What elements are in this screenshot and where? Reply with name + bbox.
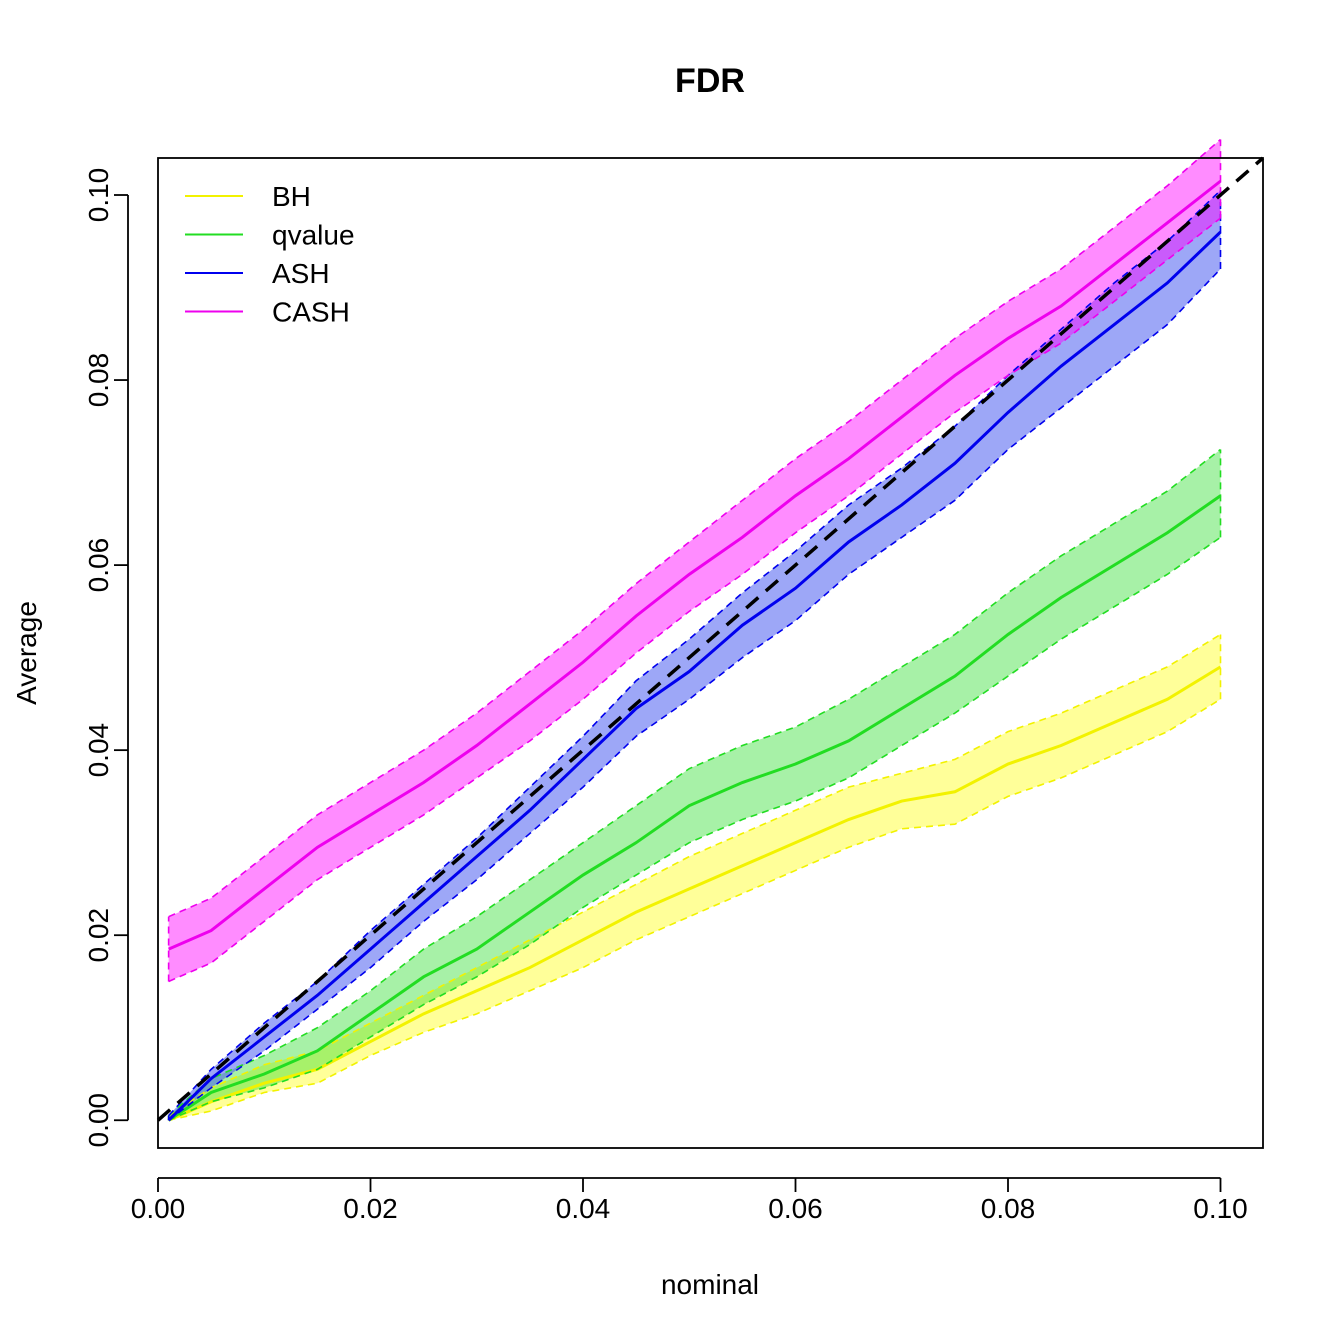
x-tick-label: 0.10 [1193,1193,1248,1224]
bh-band [168,634,1221,1121]
qvalue-upper-line [168,448,1221,1117]
ash-upper-line [168,189,1222,1117]
qvalue-mean-line [167,494,1222,1122]
y-axis: 0.00 0.02 0.04 0.06 0.08 0.10 [83,168,129,1148]
x-axis: 0.00 0.02 0.04 0.06 0.08 0.10 [131,1177,1248,1224]
qvalue-lower-line [168,536,1221,1121]
y-tick-label: 0.02 [83,908,114,963]
y-tick-label: 0.08 [83,353,114,408]
x-axis-label: nominal [661,1269,759,1300]
legend: BH qvalue ASH CASH [185,181,355,328]
reference-diagonal-line [156,156,1265,1122]
y-tick-label: 0.06 [83,538,114,593]
x-tick-label: 0.04 [556,1193,611,1224]
x-tick-label: 0.00 [131,1193,186,1224]
cash-mean-line [168,179,1222,951]
bh-upper-line [168,633,1221,1117]
qvalue-band [168,449,1221,1121]
cash-upper-line [168,138,1222,918]
series-lines [167,138,1222,1122]
y-tick-label: 0.00 [83,1093,114,1148]
legend-label-cash: CASH [272,297,350,328]
ash-lower-line [168,268,1222,1121]
ash-mean-line [167,230,1222,1122]
legend-label-ash: ASH [272,258,330,289]
legend-label-bh: BH [272,181,311,212]
x-tick-label: 0.06 [768,1193,823,1224]
y-axis-label: Average [11,601,42,705]
legend-label-qvalue: qvalue [272,220,355,251]
cash-band [168,139,1221,982]
bh-lower-line [168,698,1221,1122]
x-tick-label: 0.02 [343,1193,398,1224]
plot-frame [157,157,1264,1149]
bh-mean-line [168,665,1222,1122]
y-tick-label: 0.04 [83,723,114,778]
x-tick-label: 0.08 [981,1193,1036,1224]
y-tick-label: 0.10 [83,168,114,223]
chart-title: FDR [675,62,745,100]
cash-lower-line [168,217,1221,983]
